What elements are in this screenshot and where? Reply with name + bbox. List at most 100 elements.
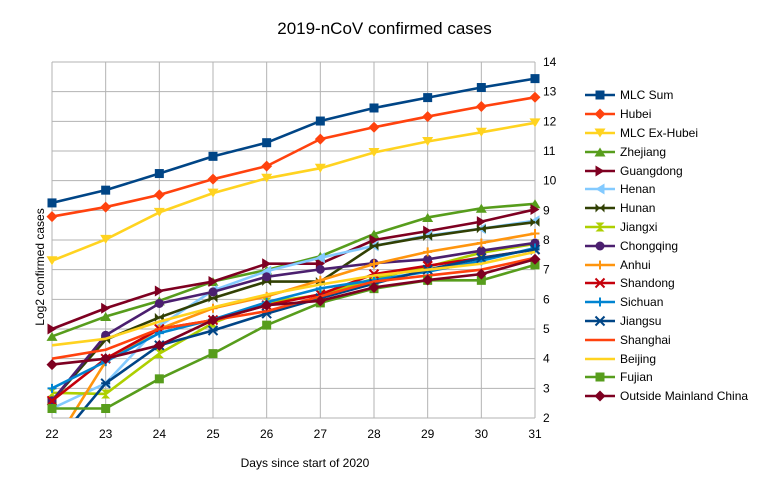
legend-label: Jiangsu	[620, 313, 662, 328]
data-point	[48, 443, 57, 452]
legend-entry: Jiangxi	[585, 218, 748, 237]
legend-marker	[595, 241, 605, 251]
legend-label: Jiangxi	[620, 219, 658, 234]
legend-entry: MLC Sum	[585, 86, 748, 105]
series-line	[51, 248, 536, 402]
legend-swatch	[585, 241, 615, 251]
legend-marker	[594, 147, 606, 157]
data-point	[46, 256, 58, 266]
y-tick-label: 9	[543, 203, 550, 217]
legend-label: Beijing	[620, 351, 657, 366]
data-point	[476, 238, 486, 248]
x-tick-label: 29	[421, 427, 435, 441]
legend-entry: Guangdong	[585, 161, 748, 180]
data-point	[46, 359, 58, 371]
x-tick-label: 26	[260, 427, 274, 441]
legend-entry: Henan	[585, 180, 748, 199]
series-beijing	[51, 250, 536, 347]
data-point	[261, 299, 273, 311]
data-point	[153, 207, 165, 217]
data-point	[262, 272, 272, 282]
y-tick-label: 10	[543, 174, 557, 188]
data-point	[207, 173, 219, 185]
x-tick-label: 27	[314, 427, 328, 441]
legend-swatch	[585, 372, 615, 382]
legend-entry: Jiangsu	[585, 312, 748, 331]
data-point	[261, 160, 273, 172]
data-point	[368, 121, 380, 133]
series-line	[51, 250, 536, 347]
legend-entry: Sichuan	[585, 293, 748, 312]
data-point	[530, 238, 540, 248]
data-point	[423, 231, 433, 241]
legend-label: Hubei	[620, 107, 652, 122]
data-point	[154, 285, 164, 297]
legend-entry: Fujian	[585, 368, 748, 387]
data-point	[207, 325, 219, 336]
legend-marker	[595, 297, 605, 307]
data-point	[314, 163, 326, 173]
legend-swatch	[585, 203, 615, 213]
data-point	[368, 281, 380, 293]
y-tick-label: 6	[543, 292, 550, 306]
data-point	[423, 254, 433, 264]
legend-entry: Chongqing	[585, 236, 748, 255]
data-point	[154, 349, 164, 359]
data-point	[207, 314, 219, 326]
legend-entry: Shandong	[585, 274, 748, 293]
data-point	[314, 133, 326, 145]
data-point	[423, 93, 433, 103]
data-point	[100, 378, 111, 389]
legend-swatch	[585, 128, 615, 138]
series-line	[75, 248, 536, 418]
legend-label: Fujian	[620, 370, 653, 385]
data-point	[261, 173, 273, 183]
legend-entry: Shanghai	[585, 330, 748, 349]
data-point	[153, 339, 165, 351]
data-point	[153, 189, 165, 201]
data-point	[154, 374, 164, 384]
series-mlc-sum	[47, 74, 540, 208]
series-line	[51, 220, 536, 402]
legend-marker	[595, 183, 605, 195]
legend-label: Outside Mainland China	[620, 389, 749, 404]
data-point	[101, 185, 111, 195]
data-point	[530, 243, 540, 253]
data-point	[475, 268, 487, 280]
data-point	[422, 274, 434, 286]
series-line	[52, 263, 536, 410]
legend-entry: Hunan	[585, 199, 748, 218]
legend-swatch	[585, 222, 615, 232]
legend-label: Shandong	[620, 276, 675, 291]
data-point	[315, 116, 325, 126]
chart-title: 2019-nCoV confirmed cases	[277, 19, 492, 38]
legend-label: MLC Sum	[620, 88, 674, 103]
data-point	[315, 264, 325, 274]
legend-entry: Zhejiang	[585, 142, 748, 161]
legend-swatch	[585, 183, 615, 195]
data-point	[262, 320, 272, 330]
legend-entry: Beijing	[585, 349, 748, 368]
data-point	[476, 216, 486, 228]
legend-swatch	[585, 357, 615, 360]
data-point	[100, 312, 112, 322]
legend-marker	[594, 128, 606, 138]
data-point	[530, 217, 540, 227]
data-point	[476, 275, 486, 285]
data-point	[476, 224, 486, 234]
legend-label: Hunan	[620, 201, 656, 216]
legend-swatch	[585, 278, 615, 289]
data-point	[208, 293, 218, 303]
legend-marker	[595, 203, 605, 213]
legend-label: Zhejiang	[620, 144, 667, 159]
data-point	[46, 211, 58, 223]
data-point	[100, 234, 112, 244]
data-point	[262, 258, 272, 270]
legend-entry: Outside Mainland China	[585, 387, 748, 406]
data-point	[101, 404, 111, 414]
x-tick-label: 28	[367, 427, 381, 441]
data-point	[315, 252, 325, 264]
x-tick-label: 24	[153, 427, 167, 441]
y-tick-label: 4	[543, 352, 550, 366]
